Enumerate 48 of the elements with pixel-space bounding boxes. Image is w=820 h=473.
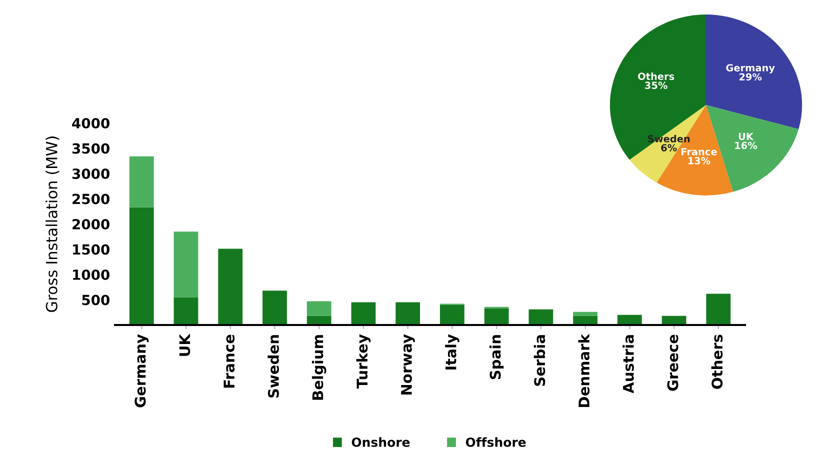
x-tick-label: Spain	[489, 335, 504, 380]
y-tick-label: 1500	[73, 244, 110, 255]
x-tick-label: Germany	[134, 334, 149, 408]
data-label: 16%	[735, 142, 758, 150]
bar	[262, 290, 287, 325]
bar	[573, 312, 598, 316]
data-label: 29%	[739, 73, 762, 81]
x-tick-label: Norway	[401, 334, 415, 394]
legend-label: Offshore	[466, 437, 526, 447]
bar	[129, 207, 154, 325]
bar	[440, 304, 464, 325]
bar	[351, 302, 376, 325]
x-tick-label: Austria	[622, 335, 634, 394]
slice-label: France	[682, 148, 717, 156]
y-tick-label: 1000	[73, 269, 110, 280]
y-tick-label: 3500	[72, 143, 110, 154]
y-tick-label: 4000	[72, 118, 110, 128]
data-label: 6%	[661, 144, 677, 152]
x-tick-label: Turkey	[356, 334, 371, 389]
x-tick-label: Sweden	[268, 335, 279, 398]
x-tick-label: Belgium	[312, 335, 326, 400]
data-label: 13%	[688, 157, 710, 164]
bar	[396, 302, 420, 325]
bar	[218, 248, 243, 325]
legend-label: Onshore	[352, 437, 410, 447]
y-tick-label: 2500	[72, 194, 110, 204]
x-tick-label: Italy	[445, 334, 460, 370]
bar	[484, 308, 509, 325]
x-tick-label: Greece	[667, 334, 678, 391]
data-label: 35%	[645, 82, 668, 90]
slice-label: Germany	[726, 64, 775, 74]
bar	[528, 309, 554, 325]
bar	[174, 232, 198, 298]
bar	[129, 156, 154, 208]
x-tick-label: Others	[711, 334, 723, 389]
bar	[306, 301, 332, 316]
y-axis-title: Gross Installation (MW)	[46, 136, 60, 312]
slice-label: UK	[738, 132, 754, 140]
y-tick-label: 500	[82, 294, 110, 306]
x-tick-label: Denmark	[578, 334, 590, 407]
slice-label: Others	[638, 72, 674, 80]
bar	[174, 297, 198, 325]
x-tick-label: Serbia	[534, 335, 546, 386]
y-tick-label: 2000	[72, 218, 110, 230]
x-tick-label: UK	[179, 334, 190, 356]
bar	[706, 294, 731, 325]
x-tick-label: France	[224, 334, 235, 388]
y-tick-label: 3000	[72, 168, 110, 179]
